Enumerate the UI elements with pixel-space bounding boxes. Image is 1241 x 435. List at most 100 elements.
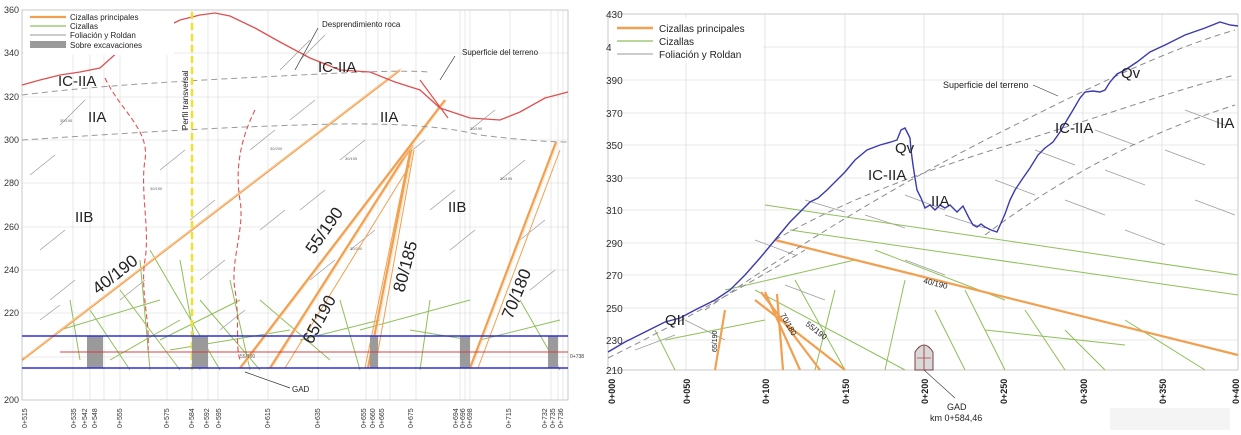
legend-foliation: Foliación y Roldan [70,31,136,40]
right-y-tick: 390 [606,76,623,87]
left-x-tick: 0+696 [460,408,467,428]
bottom-right-blank-box [1110,408,1230,430]
right-x-tick: 0+350 [1158,379,1168,404]
unit-label: QII [665,312,685,329]
right-y-tick: 330 [606,174,623,185]
left-x-tick: 0+584 [189,408,196,428]
principal-shear-65-190 [269,144,413,369]
right-foliation-lines [634,109,1236,351]
legend-shears: Cizallas [70,22,98,31]
svg-text:30/195: 30/195 [60,118,73,123]
left-unit-boundaries [21,70,569,143]
left-x-tick: 0+615 [265,408,272,428]
left-x-tick: 0+635 [315,408,322,428]
right-unit-boundaries [607,29,1236,359]
left-y-tick: 340 [4,48,19,58]
principal-shear-80-185 [366,144,414,369]
left-y-tick: 260 [4,222,19,232]
left-x-tick: 0+555 [117,408,124,428]
left-x-tick: 0+575 [164,408,171,428]
legend-principal-shears: Cizallas principales [659,24,745,35]
unit-label: IC-IIA [868,167,906,184]
left-principal-shears [21,69,558,369]
gad-km-label: km 0+584,46 [930,413,982,423]
legend-over-excavation: Sobre excavaciones [70,41,142,50]
left-terrain-surface [21,12,569,121]
left-legend: Cizallas principales Cizallas Foliación … [24,11,174,55]
right-x-tick: 0+100 [761,379,771,404]
right-section-svg: 430 410 390 370 350 330 310 290 270 250 … [606,10,1241,423]
left-x-tick: 0+736 [558,408,565,428]
left-x-tick: 0+694 [453,408,460,428]
right-y-tick: 290 [606,239,623,250]
right-geological-section: 430 410 390 370 350 330 310 290 270 250 … [605,0,1241,430]
right-y-tick: 370 [606,109,623,120]
svg-text:30/190: 30/190 [470,126,483,131]
svg-text:30/195: 30/195 [500,176,513,181]
left-x-tick: 0+515 [22,408,29,428]
unit-label: IC-IIA [318,59,356,76]
left-x-tick: 0+715 [506,408,513,428]
principal-shear-55-190 [239,99,446,369]
right-x-axis: 0+000 0+050 0+100 0+150 0+200 0+250 0+30… [607,379,1241,404]
principal-shear-40-190 [21,69,401,361]
unit-label: IC-IIA [1055,120,1093,137]
unit-label: IIB [75,209,93,226]
principal-shear-65-190 [760,291,821,371]
left-y-tick: 200 [4,395,19,405]
gad-label: GAD [947,402,967,412]
unit-label: Qv [1121,65,1141,82]
left-x-tick: 0+698 [467,408,474,428]
right-x-tick: 0+000 [607,379,617,404]
right-x-tick: 0+150 [841,379,851,404]
legend-shears: Cizallas [659,37,694,48]
right-y-axis: 430 410 390 370 350 330 310 290 270 250 … [606,10,623,377]
right-x-tick: 0+400 [1231,379,1241,404]
legend-over-excavation-swatch [30,41,66,48]
left-small-orientation-labels: 30/195 30/190 30/200 30/195 30/190 30/19… [60,118,513,251]
right-y-tick: 210 [606,366,623,377]
gad-tunnel-marker [914,344,934,371]
left-x-tick: 0+732 [542,408,549,428]
right-principal-shears [713,238,1239,371]
svg-text:30/200: 30/200 [350,246,363,251]
right-plot-frame [607,13,1239,371]
left-geological-section: 360 340 320 300 280 260 240 220 200 0+51… [0,0,600,430]
left-y-tick: 320 [4,92,19,102]
left-x-tick: 0+665 [379,408,386,428]
left-red-dashed-zones [104,77,256,361]
left-y-tick: 300 [4,135,19,145]
terrain-surface-label: Superficie del terreno [943,80,1029,90]
left-tunnel-lines [22,335,568,369]
left-y-tick: 280 [4,178,19,188]
unit-label: IIA [1216,115,1234,132]
right-x-tick: 0+250 [999,379,1009,404]
right-x-tick: 0+200 [920,379,930,404]
legend-principal-shears: Cizallas principales [70,13,138,22]
svg-text:30/195: 30/195 [345,156,358,161]
legend-foliation: Foliación y Roldan [659,50,741,61]
left-x-tick: 0+595 [216,408,223,428]
left-x-tick: 0+592 [204,408,211,428]
left-x-tick: 0+735 [550,408,557,428]
unit-label: IIB [448,199,466,216]
left-x-axis: 0+515 0+535 0+542 0+548 0+555 0+575 0+58… [22,354,584,428]
right-y-tick: 350 [606,141,623,152]
left-x-tick: 0+675 [408,408,415,428]
left-x-tick: 0+660 [370,408,377,428]
small-shear-label: 55/190 [240,354,256,360]
left-x-tick: 0+548 [92,408,99,428]
right-y-tick: 310 [606,206,623,217]
right-y-tick: 430 [606,10,623,21]
gad-label: GAD [292,385,310,394]
right-x-tick: 0+300 [1079,379,1089,404]
left-section-svg: 360 340 320 300 280 260 240 220 200 0+51… [4,5,584,428]
unit-label: IC-IIA [58,73,96,90]
unit-label: IIA [931,193,949,210]
left-x-tick: 0+542 [82,408,89,428]
left-x-tick: 0+535 [71,408,78,428]
left-y-tick: 220 [4,308,19,318]
right-terrain-surface [607,21,1239,353]
left-right-edge-tick: 0+738 [570,354,584,360]
right-x-tick: 0+050 [682,379,692,404]
